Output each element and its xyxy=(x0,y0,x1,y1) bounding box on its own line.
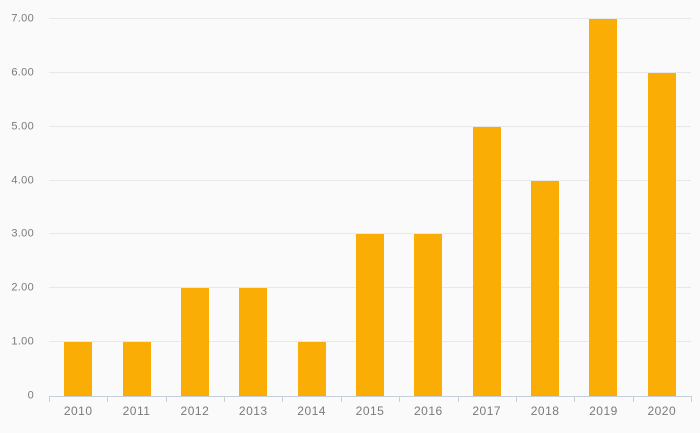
x-axis-tick xyxy=(574,396,576,402)
x-axis-tick-label: 2016 xyxy=(414,404,443,418)
x-axis-tick-label: 2014 xyxy=(297,404,326,418)
y-axis-tick-label: 7.00 xyxy=(11,12,34,25)
x-axis-tick xyxy=(457,396,459,402)
y-axis-tick-label: 1.00 xyxy=(11,335,34,348)
bar-2017[interactable] xyxy=(472,126,501,396)
x-axis-tick-label: 2018 xyxy=(530,404,560,418)
grid-line xyxy=(49,18,691,19)
y-axis-tick-label: 4.00 xyxy=(11,174,34,187)
x-axis-tick xyxy=(107,396,109,402)
y-axis-tick-label: 2.00 xyxy=(11,281,34,294)
grid-line xyxy=(49,125,691,127)
y-axis-tick-label: 0 xyxy=(27,389,34,402)
x-axis-tick xyxy=(515,396,517,402)
x-axis-tick-label: 2010 xyxy=(63,404,93,418)
x-axis-tick xyxy=(165,396,167,402)
bar-2012[interactable] xyxy=(180,288,209,396)
x-axis-tick-label: 2013 xyxy=(238,404,268,418)
x-axis-tick-label: 2012 xyxy=(180,404,210,418)
y-axis-tick-label: 6.00 xyxy=(11,66,34,79)
x-axis-tick xyxy=(224,396,226,402)
bar-2015[interactable] xyxy=(356,234,384,396)
plot-area: 0 1.00 2.00 3.00 4.00 5.00 6.00 7.00 2010 2011 201… xyxy=(11,13,692,417)
x-axis-tick-label: 2011 xyxy=(122,404,151,418)
bar-2013[interactable] xyxy=(239,288,268,396)
bar-2019[interactable] xyxy=(589,19,618,396)
x-axis-tick xyxy=(399,396,401,402)
y-axis-tick-label: 5.00 xyxy=(11,120,34,133)
x-axis-tick-label: 2017 xyxy=(472,404,502,418)
x-axis-tick-label: 2019 xyxy=(589,404,618,418)
bar-2018[interactable] xyxy=(531,180,560,396)
grid-line xyxy=(49,233,691,235)
grid-line xyxy=(49,179,691,181)
x-axis-tick xyxy=(49,396,50,402)
x-axis-tick-label: 2015 xyxy=(355,404,385,418)
x-axis-tick-label: 2020 xyxy=(647,404,677,418)
x-axis-tick xyxy=(340,396,342,402)
bar-2014[interactable] xyxy=(297,342,326,396)
bar-2016[interactable] xyxy=(414,234,443,396)
grid-line xyxy=(49,71,691,73)
bar-2010[interactable] xyxy=(64,342,93,396)
bar-2020[interactable] xyxy=(647,72,676,396)
x-axis-tick xyxy=(691,396,692,402)
x-axis-tick xyxy=(632,396,634,402)
y-axis-tick-label: 3.00 xyxy=(11,227,34,240)
x-axis-tick xyxy=(282,396,284,402)
bar-2011[interactable] xyxy=(122,342,151,396)
